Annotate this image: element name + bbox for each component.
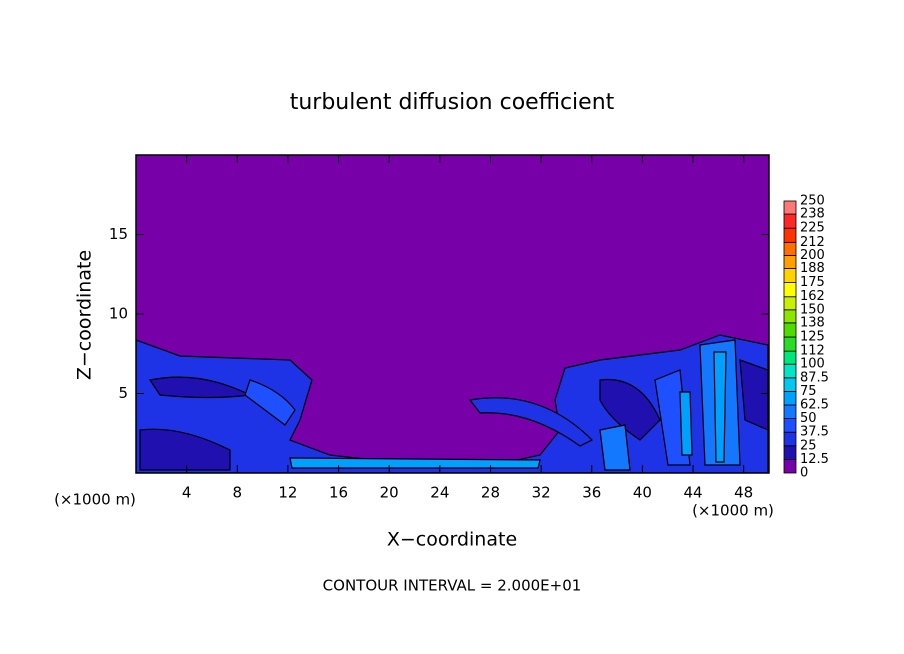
x-tick-label: 20 <box>380 484 399 502</box>
colorbar-box <box>783 363 797 379</box>
field-region <box>679 391 693 456</box>
x-tick-label: 24 <box>430 484 449 502</box>
colorbar-label: 75 <box>800 384 817 399</box>
colorbar-label: 238 <box>800 207 825 222</box>
field <box>136 155 769 473</box>
field-region <box>289 457 541 469</box>
colorbar-box <box>783 418 797 433</box>
colorbar-box <box>783 458 797 474</box>
x-tick-label: 44 <box>683 484 702 502</box>
colorbar-label: 25 <box>800 438 817 453</box>
colorbar-box <box>783 227 797 243</box>
x-tick-label: 48 <box>734 484 753 502</box>
field-region <box>713 351 727 463</box>
colorbar-label: 112 <box>800 344 825 359</box>
field-region <box>599 424 631 471</box>
colorbar-box <box>783 309 797 324</box>
colorbar-label: 37.5 <box>800 425 829 440</box>
colorbar-box <box>783 445 797 460</box>
colorbar-box <box>783 404 797 420</box>
colorbar-label: 87.5 <box>800 370 829 385</box>
colorbar-box <box>783 200 797 215</box>
y-tick-label: 5 <box>118 384 128 402</box>
y-axis-unit: (×1000 m) <box>54 491 136 509</box>
colorbar-label: 138 <box>800 315 825 330</box>
colorbar-label: 150 <box>800 302 825 317</box>
x-tick-label: 12 <box>278 484 297 502</box>
colorbar-label: 0 <box>800 466 808 481</box>
colorbar-box <box>783 282 797 298</box>
x-tick-label: 40 <box>633 484 652 502</box>
colorbar-box <box>783 241 797 256</box>
field-region <box>244 379 296 426</box>
colorbar-box <box>783 268 797 283</box>
colorbar-box <box>783 390 797 406</box>
colorbar-label: 200 <box>800 248 825 263</box>
x-tick-label: 16 <box>329 484 348 502</box>
field-region <box>739 359 769 431</box>
contour-note: CONTOUR INTERVAL = 2.000E+01 <box>323 577 582 595</box>
colorbar-label: 188 <box>800 261 825 276</box>
field-region <box>599 378 661 441</box>
colorbar-box <box>783 350 797 365</box>
field-region <box>139 428 231 471</box>
colorbar-label: 175 <box>800 275 825 290</box>
chart-title: turbulent diffusion coefficient <box>290 90 615 115</box>
field-region <box>468 397 594 447</box>
colorbar-label: 12.5 <box>800 452 829 467</box>
colorbar-box <box>783 336 797 352</box>
colorbar-label: 62.5 <box>800 398 829 413</box>
y-tick-label: 15 <box>109 225 128 243</box>
colorbar-label: 50 <box>800 411 817 426</box>
colorbar-box <box>783 377 797 392</box>
x-axis-unit: (×1000 m) <box>692 502 774 520</box>
colorbar-label: 162 <box>800 289 825 304</box>
x-axis-label: X−coordinate <box>387 529 517 551</box>
x-tick-label: 32 <box>532 484 551 502</box>
colorbar-box <box>783 431 797 447</box>
x-tick-label: 28 <box>481 484 500 502</box>
colorbar-label: 100 <box>800 357 825 372</box>
x-tick-label: 36 <box>582 484 601 502</box>
x-tick-label: 4 <box>182 484 192 502</box>
colorbar-box <box>783 322 797 338</box>
colorbar-label: 125 <box>800 330 825 345</box>
colorbar-label: 225 <box>800 221 825 236</box>
colorbar-box <box>783 213 797 229</box>
colorbar-label: 250 <box>800 194 825 209</box>
x-tick-label: 8 <box>233 484 243 502</box>
y-axis-label: Z−coordinate <box>74 250 96 380</box>
y-tick-label: 10 <box>109 305 128 323</box>
colorbar-label: 212 <box>800 235 825 250</box>
colorbar-box <box>783 254 797 269</box>
colorbar-box <box>783 296 797 311</box>
